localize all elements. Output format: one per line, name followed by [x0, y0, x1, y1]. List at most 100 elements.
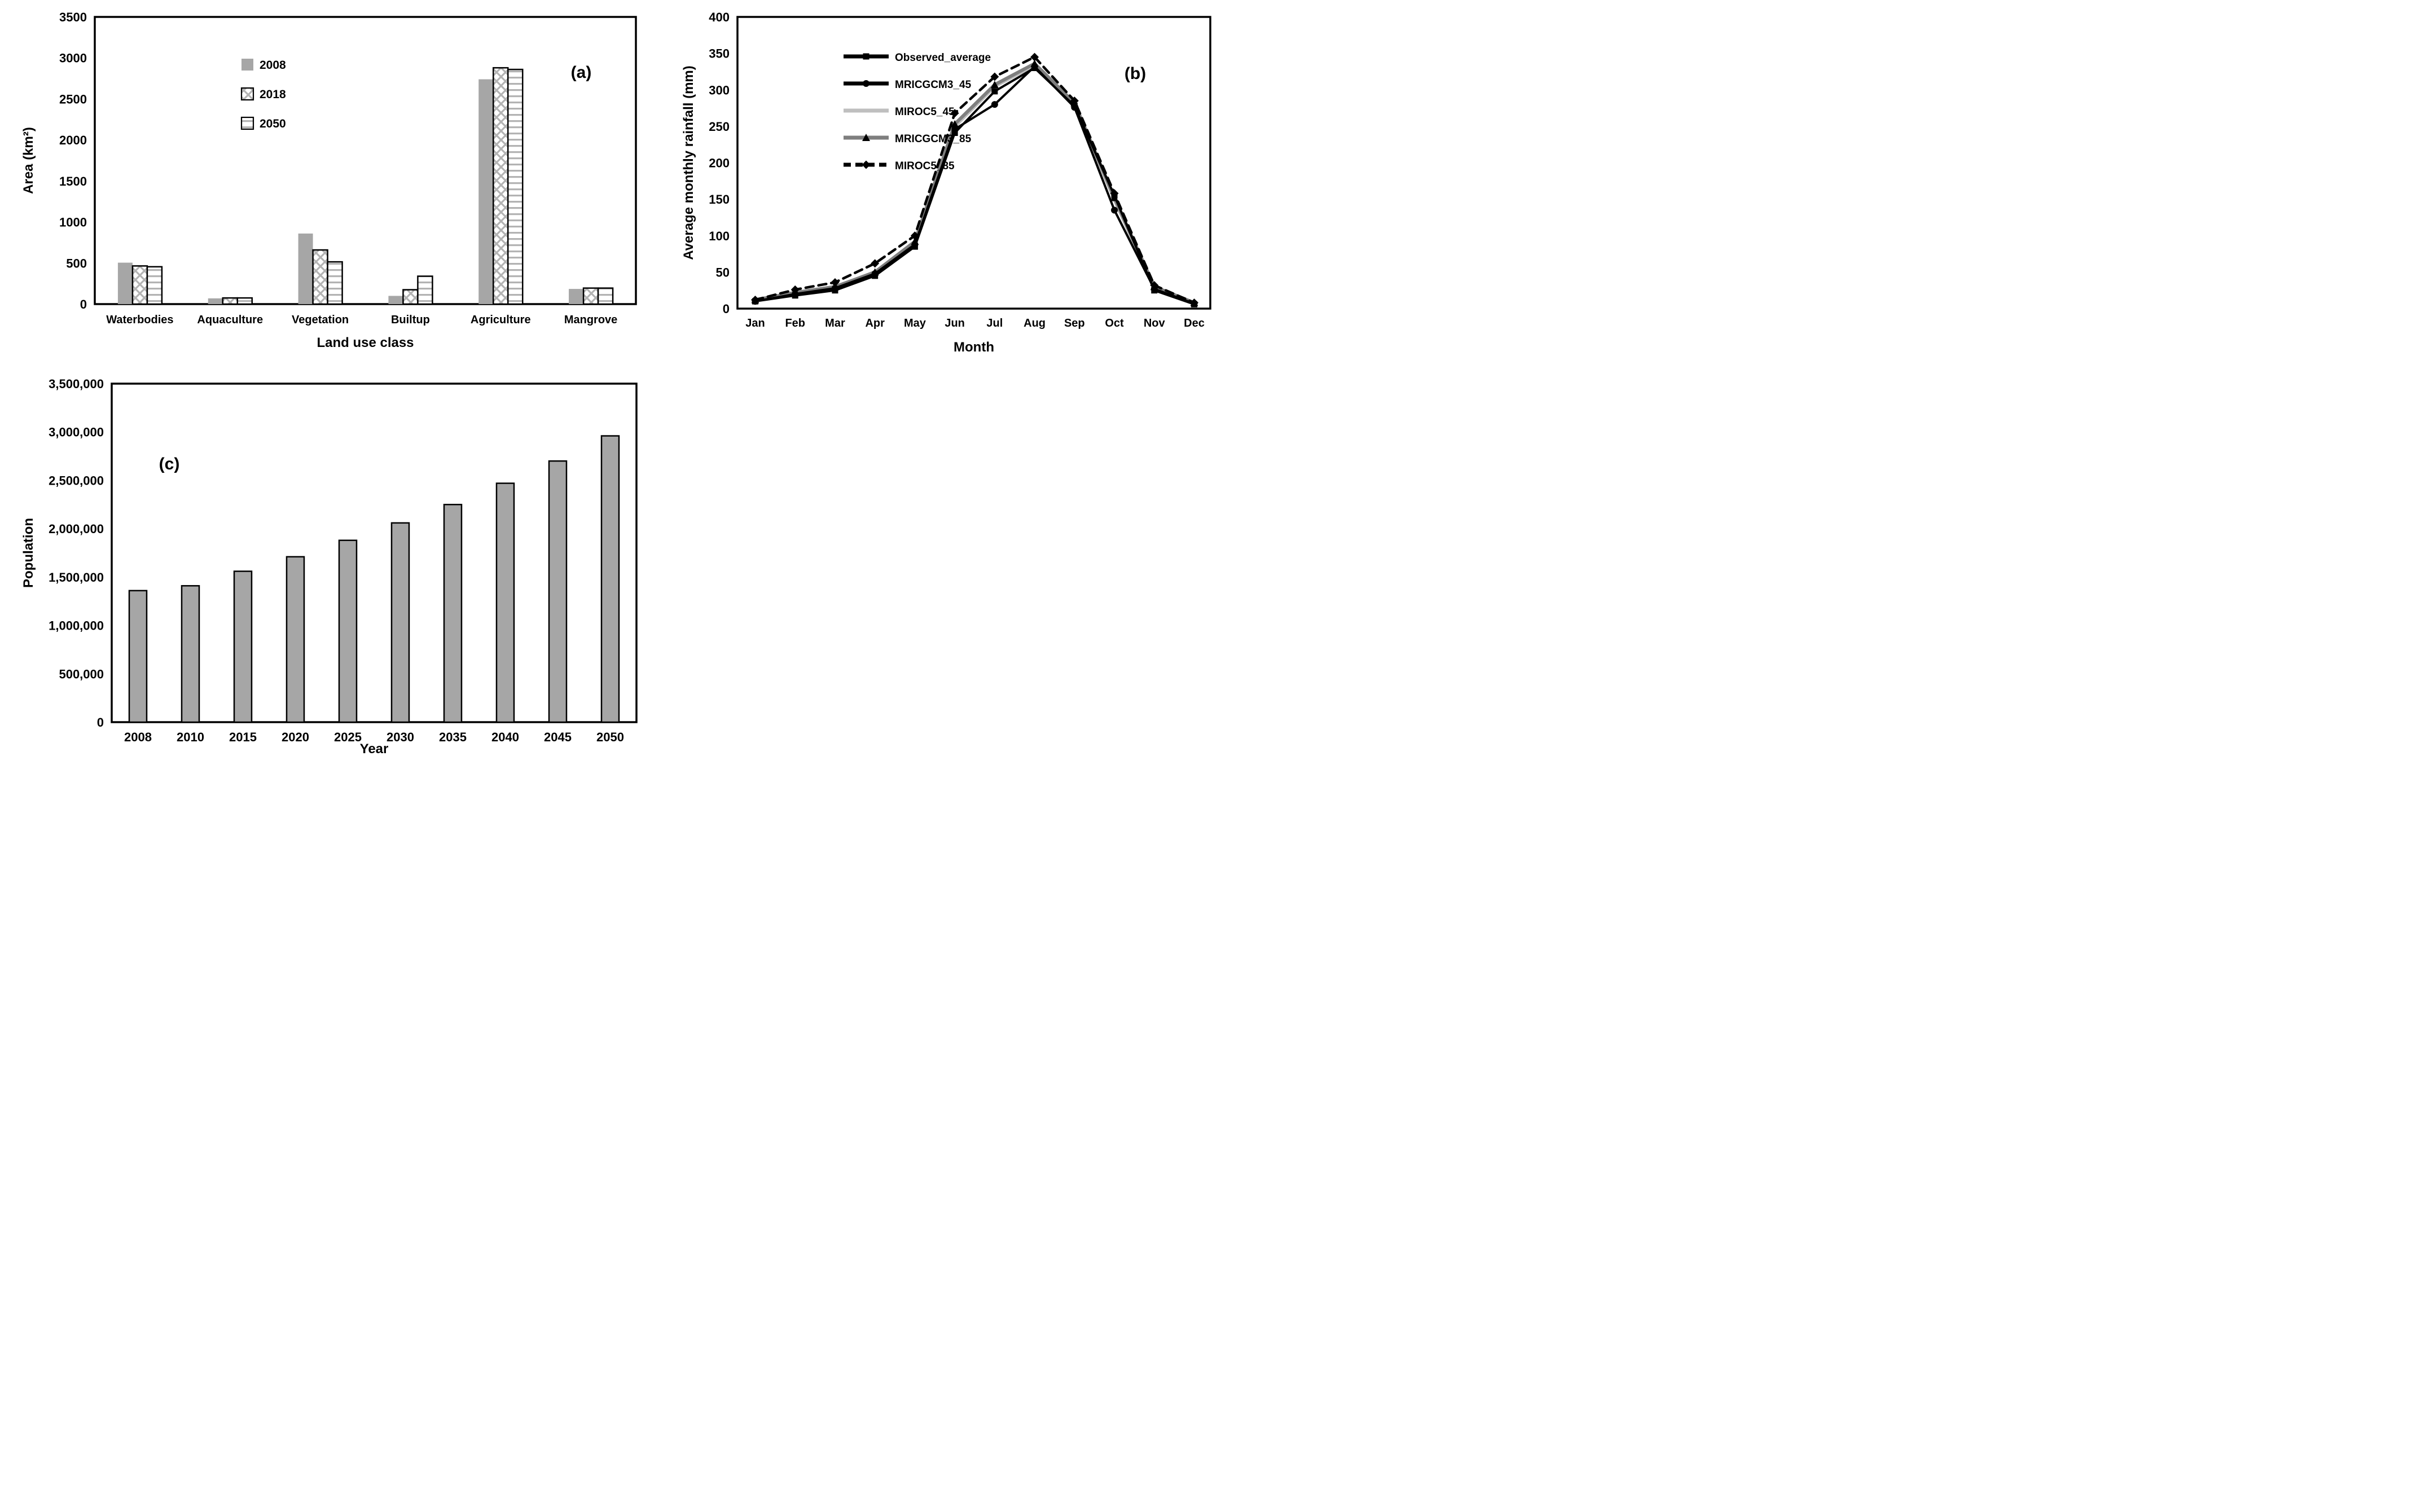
chart-b-ytick-label: 200: [709, 156, 730, 170]
legend-label-2050: 2050: [260, 117, 286, 130]
marker-diamond: [1070, 96, 1079, 106]
chart-c-bar: [548, 460, 568, 723]
figure: 0 500 1000 1500 2000 2500 3000 3500 Waterbodies A…: [0, 0, 1216, 756]
marker-diamond: [990, 72, 999, 81]
marker-diamond: [751, 295, 759, 304]
chart-c-bar: [233, 570, 253, 723]
chart-c-xtick-label: 2050: [596, 730, 624, 744]
chart-c-ytick-label: 3,000,000: [49, 425, 104, 439]
legend-swatch-2008: [241, 59, 253, 71]
chart-c-ytick-label: 3,500,000: [49, 377, 104, 391]
chart-a-bar-2050: [507, 68, 524, 305]
marker-triangle: [951, 120, 959, 128]
chart-a-category-label: Agriculture: [471, 314, 531, 326]
chart-a-bar-2050: [417, 275, 433, 305]
chart-a-bar-2008: [569, 289, 584, 304]
chart-b-ytick-label: 50: [716, 265, 730, 279]
chart-a-bar-2018: [312, 249, 328, 305]
marker-square: [911, 243, 918, 250]
chart-a-ytick-label: 0: [80, 297, 87, 311]
marker-diamond: [862, 160, 871, 169]
chart-c-yaxis-title: Population: [21, 518, 36, 588]
chart-c-ytick-label: 1,000,000: [49, 619, 104, 633]
chart-b-yaxis-title: Average monthly rainfall (mm): [681, 65, 696, 260]
marker-diamond: [790, 285, 800, 294]
marker-diamond: [910, 231, 919, 240]
chart-c-ytick-label: 2,500,000: [49, 473, 104, 487]
chart-c-xtick-label: 2035: [439, 730, 467, 744]
chart-b-ytick-label: 150: [709, 192, 730, 206]
chart-a-bar-2050: [236, 297, 253, 305]
chart-c-ytick-label: 2,000,000: [49, 522, 104, 536]
legend-label-MRICGCM3_85: MRICGCM3_85: [895, 133, 972, 145]
chart-a-bar-2008: [117, 262, 133, 304]
chart-a-frame: [94, 16, 637, 305]
chart-a-ytick-label: 500: [66, 256, 87, 270]
legend-label-2018: 2018: [260, 88, 286, 101]
chart-a-bar-2050: [597, 287, 614, 305]
chart-b-xtick-label: May: [904, 317, 926, 329]
chart-b-line-MRICGCM3_85: [753, 61, 1196, 305]
chart-a-ytick-label: 2500: [59, 92, 87, 106]
marker-square: [863, 53, 869, 60]
chart-b-xaxis-title: Month: [954, 340, 994, 355]
marker-diamond: [1030, 52, 1039, 61]
marker-diamond: [871, 259, 880, 268]
chart-b-ytick-label: 300: [709, 83, 730, 97]
chart-a-category-label: Mangrove: [564, 314, 617, 326]
chart-c-ytick-label: 0: [97, 715, 104, 729]
chart-b-xtick-label: Nov: [1144, 317, 1166, 329]
chart-b-xtick-label: Oct: [1105, 317, 1124, 329]
panel-b-label: (b): [1125, 64, 1146, 83]
marker-square: [1071, 103, 1078, 109]
marker-square: [1031, 64, 1038, 71]
chart-c: 0 500,000 1,000,000 1,500,000 2,000,000 2,500…: [21, 377, 638, 756]
chart-c-xtick-label: 2010: [177, 730, 204, 744]
chart-b-ytick-label: 100: [709, 229, 730, 243]
marker-diamond: [831, 278, 840, 287]
chart-b-xtick-label: Sep: [1064, 317, 1085, 329]
chart-a-bar-2008: [388, 296, 403, 304]
chart-a-xaxis-title: Land use class: [317, 335, 414, 350]
chart-a-bar-2008: [478, 79, 494, 305]
chart-a-bar-2018: [582, 287, 599, 305]
chart-a-ytick-label: 2000: [59, 133, 87, 147]
chart-b-xtick-label: Feb: [785, 317, 805, 329]
chart-c-bar: [600, 435, 620, 723]
legend-swatch-2018: [240, 87, 254, 101]
chart-c-xaxis-title: Year: [360, 741, 389, 756]
marker-circle: [991, 101, 998, 108]
marker-circle: [863, 80, 869, 87]
chart-b-ytick-label: 350: [709, 47, 730, 61]
marker-square: [872, 272, 879, 279]
chart-b-ytick-label: 250: [709, 120, 730, 134]
chart-b-xtick-label: Mar: [825, 317, 845, 329]
chart-c-xtick-label: 2008: [124, 730, 152, 744]
chart-b-line-MIROC5_45: [753, 63, 1196, 306]
marker-circle: [1111, 206, 1118, 214]
chart-b-line-MRICGCM3_45: [754, 65, 1196, 305]
chart-b-xtick-label: Jun: [945, 317, 965, 329]
chart-a-category-label: Vegetation: [292, 314, 349, 326]
marker-square: [832, 287, 838, 294]
chart-c-bar: [443, 504, 463, 723]
marker-square: [991, 88, 998, 95]
chart-c-xtick-label: 2025: [334, 730, 362, 744]
panel-c-label: (c): [159, 455, 180, 473]
chart-a-yaxis-title: Area (km²): [21, 127, 36, 194]
marker-diamond: [1150, 281, 1159, 290]
chart-a-ytick-label: 3500: [59, 10, 87, 24]
marker-diamond: [1190, 298, 1198, 307]
chart-c-bar: [181, 585, 200, 723]
chart-b-frame: [736, 16, 1211, 310]
chart-b-xtick-label: Dec: [1184, 317, 1205, 329]
chart-c-bar: [338, 539, 358, 723]
chart-b-line-MIROC5_85: [754, 55, 1196, 304]
chart-b: 0 50 100 150 200 250 300 350 400 Jan Feb Mar Apr May J…: [681, 10, 1211, 355]
chart-a-category-label: Aquaculture: [197, 314, 263, 326]
chart-a-bar-2050: [146, 266, 163, 305]
chart-a-ytick-label: 1500: [59, 174, 87, 188]
chart-a-bar-2018: [402, 289, 419, 305]
legend-label-2008: 2008: [260, 59, 286, 72]
